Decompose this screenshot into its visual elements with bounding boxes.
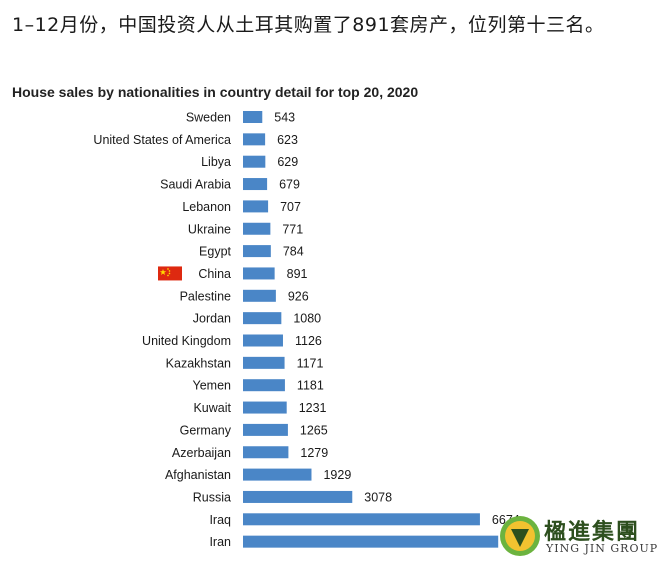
- category-label-saudi-arabia: Saudi Arabia: [160, 178, 231, 192]
- logo-emblem-icon: [500, 516, 540, 556]
- category-label-iran: Iran: [209, 535, 231, 549]
- value-label-china: 891: [287, 267, 308, 281]
- bar-afghanistan: [243, 468, 312, 481]
- bar-sweden: [243, 111, 263, 123]
- bar-germany: [243, 423, 288, 436]
- value-label-united-kingdom: 1126: [295, 334, 322, 348]
- category-label-yemen: Yemen: [193, 379, 232, 393]
- bar-azerbaijan: [243, 446, 289, 459]
- category-label-kazakhstan: Kazakhstan: [166, 356, 231, 370]
- value-label-yemen: 1181: [297, 379, 324, 393]
- value-label-palestine: 926: [288, 289, 309, 303]
- value-label-russia: 3078: [364, 490, 392, 504]
- bar-libya: [243, 155, 266, 168]
- value-label-lebanon: 707: [280, 200, 301, 214]
- value-label-egypt: 784: [283, 245, 304, 259]
- category-label-egypt: Egypt: [199, 245, 231, 259]
- bar-lebanon: [243, 200, 269, 213]
- category-label-united-kingdom: United Kingdom: [142, 334, 231, 348]
- value-label-azerbaijan: 1279: [300, 446, 328, 460]
- category-label-palestine: Palestine: [180, 289, 231, 303]
- category-label-jordan: Jordan: [193, 312, 231, 326]
- bar-iran: [243, 535, 499, 548]
- chart-title: House sales by nationalities in country …: [12, 84, 419, 100]
- category-label-united-states-of-america: United States of America: [93, 133, 231, 147]
- bar-saudi-arabia: [243, 178, 268, 191]
- bar-china: [243, 267, 275, 280]
- bar-russia: [243, 490, 353, 503]
- category-label-afghanistan: Afghanistan: [165, 468, 231, 482]
- value-label-libya: 629: [277, 155, 298, 169]
- bar-kuwait: [243, 401, 287, 414]
- bar-jordan: [243, 312, 282, 325]
- bar-united-kingdom: [243, 334, 283, 347]
- category-label-sweden: Sweden: [186, 111, 231, 125]
- value-label-united-states-of-america: 623: [277, 133, 298, 147]
- headline: 1–12月份，中国投资人从土耳其购置了891套房产，位列第十三名。: [12, 14, 605, 36]
- value-label-kuwait: 1231: [299, 401, 327, 415]
- logo-name-cn: 楹進集團: [544, 519, 641, 545]
- value-label-kazakhstan: 1171: [297, 356, 324, 370]
- china-flag-icon: [158, 266, 182, 281]
- bar-iraq: [243, 513, 480, 526]
- category-label-ukraine: Ukraine: [188, 222, 231, 236]
- category-label-russia: Russia: [193, 490, 231, 504]
- bar-palestine: [243, 289, 276, 302]
- category-label-lebanon: Lebanon: [182, 200, 231, 214]
- category-label-iraq: Iraq: [209, 513, 231, 527]
- company-logo: 楹進集團 YING JIN GROUP: [498, 508, 658, 566]
- bar-yemen: [243, 379, 285, 392]
- bar-united-states-of-america: [243, 133, 266, 146]
- category-label-germany: Germany: [180, 423, 232, 437]
- value-label-ukraine: 771: [282, 222, 303, 236]
- value-label-saudi-arabia: 679: [279, 178, 300, 192]
- bar-egypt: [243, 245, 271, 258]
- bar-ukraine: [243, 222, 271, 235]
- category-label-azerbaijan: Azerbaijan: [172, 446, 231, 460]
- value-label-germany: 1265: [300, 423, 328, 437]
- category-label-libya: Libya: [201, 155, 231, 169]
- category-label-kuwait: Kuwait: [193, 401, 231, 415]
- bar-kazakhstan: [243, 356, 285, 369]
- category-label-china: China: [198, 267, 231, 281]
- logo-name-en: YING JIN GROUP: [546, 542, 658, 555]
- value-label-sweden: 543: [274, 111, 295, 125]
- value-label-jordan: 1080: [293, 312, 321, 326]
- value-label-afghanistan: 1929: [323, 468, 351, 482]
